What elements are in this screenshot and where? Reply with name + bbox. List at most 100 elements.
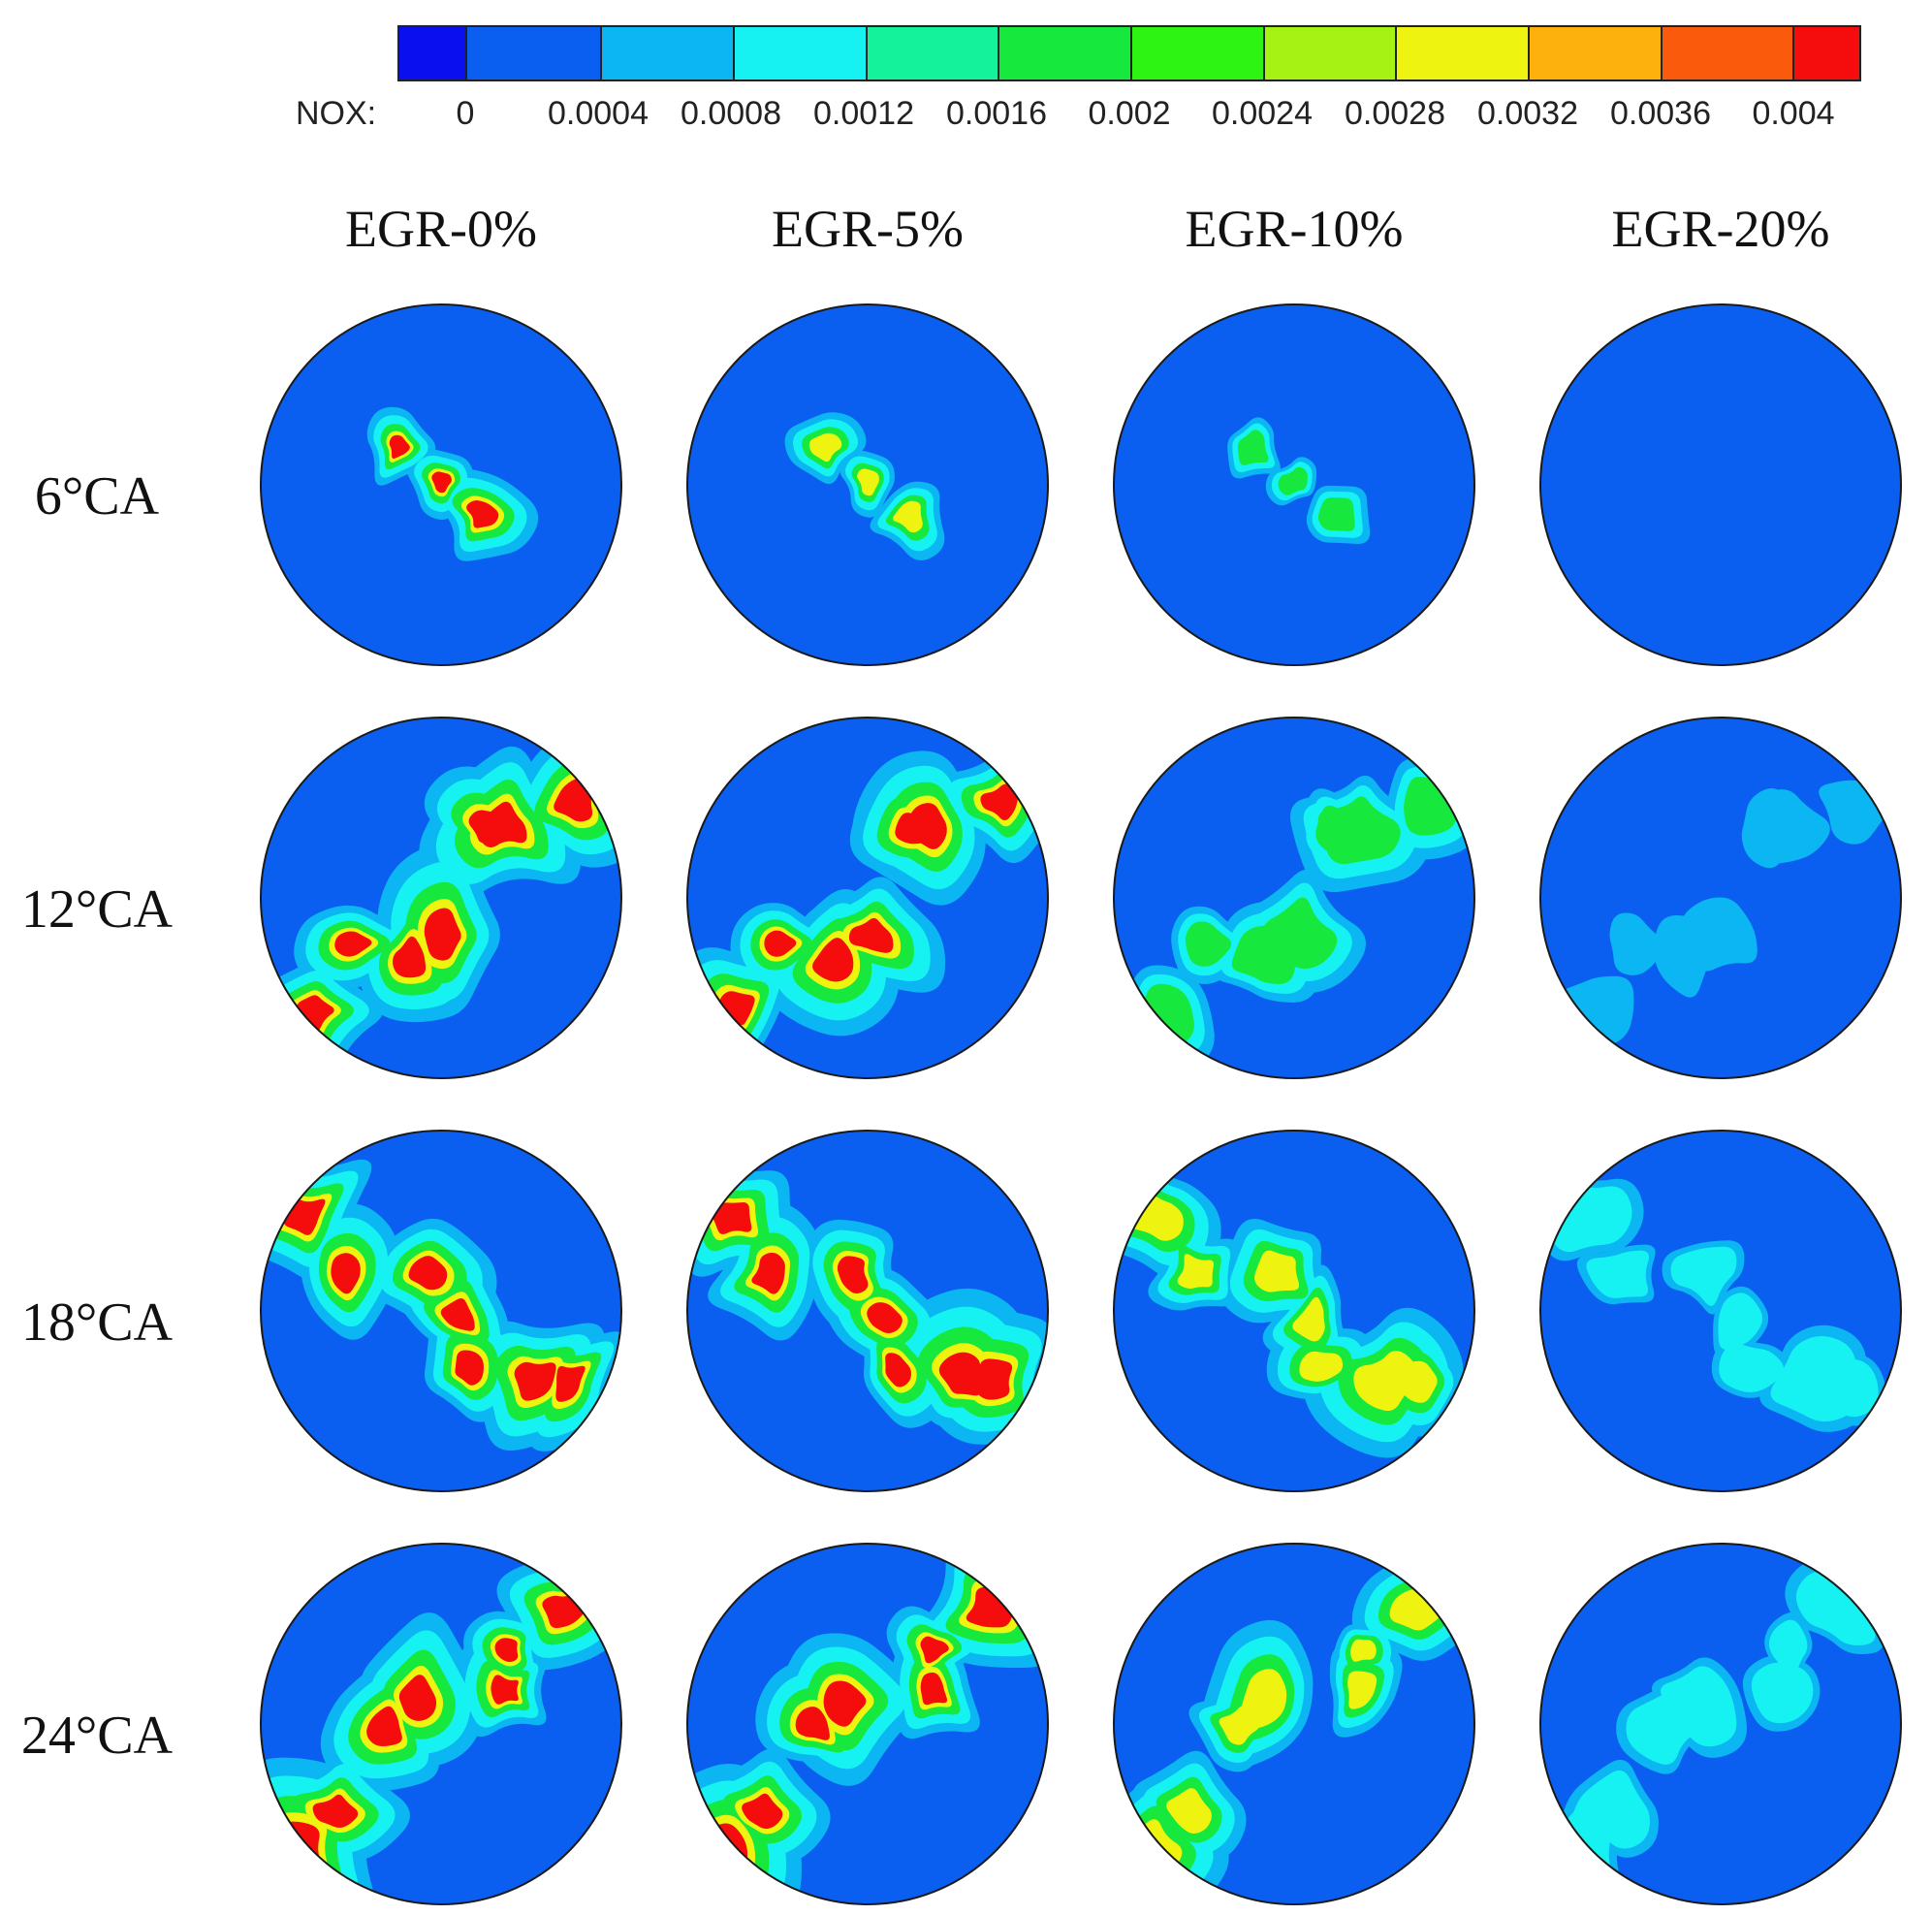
contour-region bbox=[331, 1253, 361, 1294]
contour-region bbox=[795, 1707, 830, 1740]
nox-plume-layers bbox=[784, 412, 945, 560]
contour-region bbox=[466, 500, 499, 528]
contour-plot bbox=[260, 1130, 622, 1492]
cylinder-background bbox=[1540, 304, 1901, 665]
cylinder-outline bbox=[1113, 1130, 1475, 1492]
cylinder-outline bbox=[686, 717, 1049, 1079]
contour-region bbox=[751, 1252, 785, 1294]
colorbar-band bbox=[399, 27, 467, 80]
colorbar-tick-label: 0.0004 bbox=[548, 95, 649, 132]
contour-region bbox=[1299, 1351, 1344, 1382]
cylinder-outline bbox=[260, 1130, 622, 1492]
contour-region bbox=[424, 908, 461, 961]
colorbar-tick-label: 0.0008 bbox=[681, 95, 781, 132]
colorbar-band bbox=[1397, 27, 1530, 80]
contour-plot bbox=[1539, 717, 1902, 1079]
contour-region bbox=[366, 1706, 402, 1747]
contour-region bbox=[1719, 1343, 1785, 1392]
contour-region bbox=[1661, 1666, 1737, 1747]
contour-region bbox=[1317, 796, 1401, 865]
contour-region bbox=[1242, 1669, 1287, 1729]
colorbar-tick-label: 0.0036 bbox=[1610, 95, 1711, 132]
cylinder-outline bbox=[1539, 1130, 1902, 1492]
nox-plume-layers bbox=[1555, 780, 1890, 1046]
colorbar-variable-label: NOX: bbox=[296, 95, 377, 132]
contour-region bbox=[848, 917, 894, 953]
contour-region bbox=[494, 1638, 519, 1663]
contour-region bbox=[1572, 1770, 1650, 1849]
column-title-egr-0: EGR-0% bbox=[345, 200, 537, 258]
contour-region bbox=[555, 1365, 586, 1402]
contour-region bbox=[920, 1672, 948, 1706]
contour-region bbox=[966, 1586, 1012, 1628]
column-title-egr-20: EGR-20% bbox=[1611, 200, 1830, 258]
contour-region bbox=[1670, 1246, 1737, 1306]
contour-region bbox=[823, 1680, 867, 1727]
contour-plot bbox=[686, 303, 1049, 666]
nox-plume-layers bbox=[1117, 758, 1474, 1073]
contour-panel bbox=[1110, 714, 1478, 1082]
contour-plot bbox=[1113, 1130, 1475, 1492]
contour-plot bbox=[260, 1543, 622, 1905]
contour-region bbox=[1237, 430, 1269, 465]
contour-region bbox=[1347, 1671, 1378, 1709]
contour-region bbox=[742, 1793, 783, 1830]
contour-region bbox=[1353, 1351, 1418, 1412]
cylinder-outline bbox=[260, 303, 622, 666]
contour-region bbox=[857, 468, 879, 496]
contour-panel bbox=[257, 1540, 625, 1908]
contour-region bbox=[1555, 975, 1634, 1046]
contour-panel bbox=[683, 301, 1052, 669]
cylinder-outline bbox=[1539, 303, 1902, 666]
cylinder-outline bbox=[686, 1130, 1049, 1492]
contour-plot bbox=[1539, 303, 1902, 666]
contour-region bbox=[1395, 1360, 1438, 1403]
contour-region bbox=[455, 1350, 484, 1386]
contour-region bbox=[1751, 1662, 1814, 1724]
contour-region bbox=[1609, 912, 1663, 975]
contour-region bbox=[974, 1358, 1013, 1400]
row-title-12-ca: 12°CA bbox=[20, 879, 174, 940]
cylinder-outline bbox=[1539, 1543, 1902, 1905]
contour-panel bbox=[1110, 1127, 1478, 1495]
contour-plot bbox=[686, 1130, 1049, 1492]
colorbar-tick-label: 0.004 bbox=[1752, 95, 1835, 132]
contour-panel bbox=[1536, 714, 1905, 1082]
colorbar-band bbox=[999, 27, 1132, 80]
colorbar-tick-label: 0 bbox=[456, 95, 475, 132]
row-title-6-ca: 6°CA bbox=[34, 466, 160, 527]
cylinder-outline bbox=[1113, 717, 1475, 1079]
contour-region bbox=[893, 500, 923, 533]
contour-region bbox=[885, 1353, 911, 1388]
contour-plot bbox=[686, 717, 1049, 1079]
contour-region bbox=[312, 1794, 359, 1829]
contour-region bbox=[389, 434, 410, 459]
nox-plume-layers bbox=[261, 1159, 621, 1452]
colorbar-band bbox=[602, 27, 736, 80]
contour-region bbox=[710, 1202, 752, 1234]
contour-region bbox=[1768, 1619, 1808, 1676]
colorbar-tick-label: 0.0016 bbox=[946, 95, 1047, 132]
contour-plot bbox=[260, 303, 622, 666]
contour-region bbox=[1586, 1250, 1650, 1298]
contour-panel bbox=[683, 1127, 1052, 1495]
contour-panel bbox=[683, 714, 1052, 1082]
cylinder-outline bbox=[1113, 1543, 1475, 1905]
nox-plume-layers bbox=[366, 406, 539, 561]
column-title-egr-10: EGR-10% bbox=[1185, 200, 1404, 258]
contour-region bbox=[398, 1675, 437, 1721]
contour-region bbox=[554, 779, 593, 822]
colorbar-tick-label: 0.0012 bbox=[813, 95, 914, 132]
colorbar-band bbox=[1662, 27, 1795, 80]
contour-region bbox=[920, 1636, 949, 1664]
contour-region bbox=[392, 936, 427, 978]
nox-plume-layers bbox=[1227, 417, 1371, 544]
contour-region bbox=[1404, 776, 1457, 836]
contour-region bbox=[1317, 497, 1355, 531]
contour-region bbox=[1254, 1250, 1300, 1293]
colorbar-tick-label: 0.0024 bbox=[1212, 95, 1313, 132]
colorbar-tick-label: 0.0028 bbox=[1345, 95, 1445, 132]
colorbar-band bbox=[1794, 27, 1860, 80]
contour-panel bbox=[257, 714, 625, 1082]
